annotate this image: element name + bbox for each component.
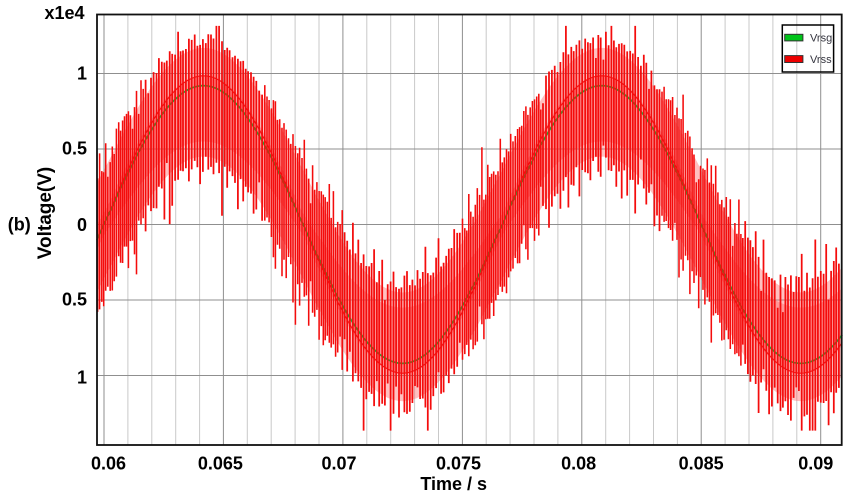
svg-text:x1e4: x1e4 bbox=[44, 3, 84, 23]
svg-text:1: 1 bbox=[77, 64, 87, 84]
svg-text:Time / s: Time / s bbox=[420, 474, 487, 494]
svg-text:(b): (b) bbox=[8, 215, 31, 235]
svg-text:Vrss: Vrss bbox=[810, 54, 832, 66]
svg-text:0.08: 0.08 bbox=[561, 454, 596, 474]
svg-text:Vrsg: Vrsg bbox=[810, 33, 832, 45]
svg-text:0.065: 0.065 bbox=[198, 454, 243, 474]
svg-text:0.06: 0.06 bbox=[91, 454, 126, 474]
svg-text:0.5: 0.5 bbox=[62, 290, 87, 310]
svg-text:0.085: 0.085 bbox=[679, 454, 724, 474]
svg-text:0.07: 0.07 bbox=[321, 454, 356, 474]
svg-text:Voltage(V): Voltage(V) bbox=[35, 167, 56, 260]
svg-text:0: 0 bbox=[77, 215, 87, 235]
svg-text:0.5: 0.5 bbox=[62, 138, 87, 158]
svg-text:0.09: 0.09 bbox=[798, 454, 833, 474]
svg-text:1: 1 bbox=[77, 368, 87, 388]
svg-text:0.075: 0.075 bbox=[436, 454, 481, 474]
